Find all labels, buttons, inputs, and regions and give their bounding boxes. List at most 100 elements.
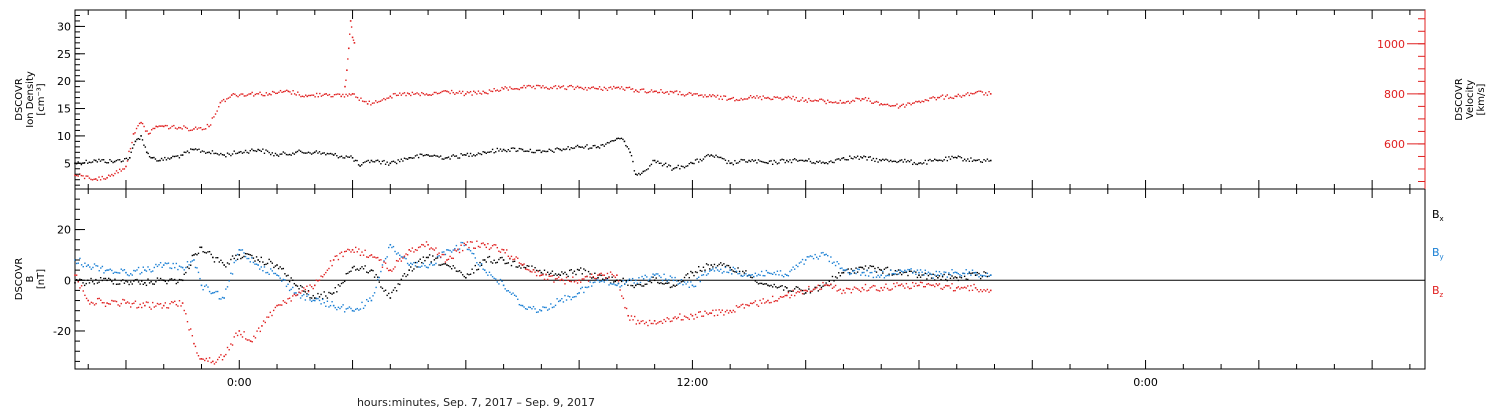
data-point <box>325 93 327 95</box>
data-point <box>729 266 731 269</box>
data-point <box>171 125 173 128</box>
data-point <box>576 85 579 88</box>
data-point <box>123 299 126 301</box>
data-point <box>342 255 344 258</box>
data-point <box>847 100 849 102</box>
data-point <box>682 319 684 321</box>
data-point <box>896 273 898 276</box>
data-point <box>85 159 87 162</box>
data-point <box>465 243 467 246</box>
data-point <box>918 100 920 103</box>
series-mag-2 <box>74 240 992 365</box>
data-point <box>351 266 354 269</box>
data-point <box>548 275 550 277</box>
data-point <box>767 271 769 274</box>
data-point <box>694 285 697 288</box>
data-point <box>921 281 923 284</box>
series-plasma-0 <box>74 135 992 176</box>
data-point <box>732 163 735 166</box>
data-point <box>915 100 917 103</box>
data-point <box>338 93 341 95</box>
data-point <box>169 278 171 281</box>
data-point <box>938 159 941 161</box>
data-point <box>572 296 574 299</box>
data-point <box>251 148 253 150</box>
data-point <box>867 275 870 277</box>
data-point <box>402 275 404 277</box>
data-point <box>506 249 508 251</box>
data-point <box>194 126 197 128</box>
data-point <box>702 266 705 268</box>
data-point <box>927 159 930 162</box>
data-point <box>270 94 272 96</box>
data-point <box>158 303 160 306</box>
data-point <box>450 251 453 253</box>
data-point <box>403 157 406 159</box>
data-point <box>174 127 177 129</box>
data-point <box>853 156 856 158</box>
data-point <box>540 274 543 276</box>
series-mag-0 <box>74 246 992 300</box>
data-point <box>517 266 519 268</box>
data-point <box>839 267 842 270</box>
data-point <box>133 302 135 304</box>
data-point <box>87 299 90 302</box>
data-point <box>622 277 624 280</box>
data-point <box>598 274 601 276</box>
data-point <box>271 90 274 93</box>
data-point <box>639 88 642 91</box>
data-point <box>589 147 591 149</box>
data-point <box>454 93 456 95</box>
data-point <box>661 322 664 324</box>
data-point <box>764 161 766 164</box>
data-point <box>417 246 420 249</box>
data-point <box>943 98 945 100</box>
data-point <box>921 274 923 276</box>
data-point <box>894 104 897 107</box>
data-point <box>122 168 124 170</box>
data-point <box>447 156 450 158</box>
data-point <box>276 154 278 156</box>
data-point <box>287 283 289 285</box>
data-point <box>691 314 694 317</box>
data-point <box>259 91 261 94</box>
data-point <box>312 94 315 96</box>
data-point <box>559 86 562 89</box>
data-point <box>255 256 258 258</box>
data-point <box>435 155 437 157</box>
data-point <box>293 282 296 285</box>
data-point <box>169 302 171 305</box>
data-point <box>853 272 856 274</box>
data-point <box>361 301 363 304</box>
data-point <box>474 247 476 249</box>
data-point <box>598 273 601 275</box>
data-point <box>587 280 590 282</box>
data-point <box>930 284 933 287</box>
data-point <box>793 99 796 101</box>
data-point <box>513 88 516 90</box>
data-point <box>358 99 360 101</box>
data-point <box>433 249 436 251</box>
data-point <box>532 85 535 88</box>
data-point <box>844 269 846 271</box>
data-point <box>369 270 371 272</box>
data-point <box>321 297 324 300</box>
data-point <box>463 275 465 278</box>
data-point <box>597 279 599 282</box>
data-point <box>559 299 562 302</box>
data-point <box>460 271 462 274</box>
data-point <box>989 274 992 276</box>
data-point <box>850 268 853 270</box>
data-point <box>80 174 83 177</box>
data-point <box>636 282 639 285</box>
data-point <box>702 274 705 276</box>
data-point <box>96 265 99 267</box>
data-point <box>251 341 253 343</box>
data-point <box>74 174 76 177</box>
data-point <box>225 353 227 356</box>
data-point <box>455 92 458 94</box>
data-point <box>534 308 536 310</box>
data-point <box>705 263 708 265</box>
data-point <box>622 297 625 300</box>
data-point <box>134 132 136 134</box>
